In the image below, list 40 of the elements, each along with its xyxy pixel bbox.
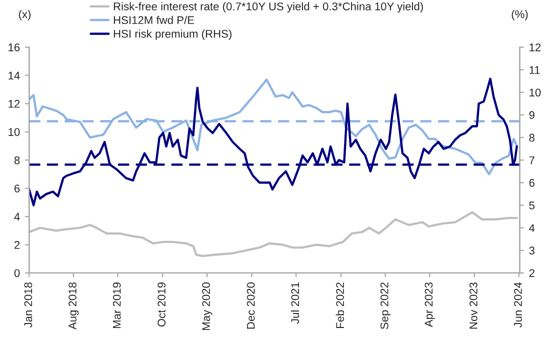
- x-tick-label: Feb 2022: [336, 282, 344, 328]
- x-tick-label: Nov 2023: [470, 282, 478, 329]
- x-tick-label: Apr 2023: [424, 282, 435, 328]
- x-tick-label: Jan 2018: [24, 282, 32, 328]
- x-tick-label: Mar 2019: [112, 282, 121, 328]
- y-tick-label: 8: [14, 156, 20, 164]
- line-series: [29, 78, 518, 206]
- x-tick-label: May 2020: [202, 282, 212, 330]
- y-axis-title: (x): [18, 10, 31, 20]
- y2-tick-label: 12: [530, 43, 541, 52]
- x-tick-label: Jul 2021: [290, 282, 300, 324]
- y-tick-label: 10: [8, 128, 20, 136]
- legend-label: HSI risk premium (RHS): [114, 30, 232, 40]
- x-tick-label: Jun 2024: [514, 282, 522, 328]
- y-tick-label: 6: [14, 184, 20, 192]
- x-tick-label: Aug 2018: [68, 282, 79, 330]
- y2-tick-label: 7: [529, 156, 534, 164]
- y-tick-label: 0: [14, 269, 20, 278]
- x-tick-label: Sep 2022: [380, 282, 391, 330]
- x-tick-label: Dec 2020: [246, 282, 255, 329]
- line-series: [29, 211, 518, 258]
- line-series: [29, 78, 518, 176]
- x-tick-label: Oct 2019: [158, 282, 166, 327]
- y2-tick-label: 5: [529, 202, 534, 210]
- y2-axis-title: (%): [512, 10, 528, 20]
- legend-label: HSI12M fwd P/E: [114, 16, 194, 24]
- y2-tick-label: 11: [530, 66, 540, 74]
- y-tick-label: 14: [8, 72, 20, 80]
- y2-tick-label: 9: [529, 111, 534, 120]
- y2-tick-label: 2: [529, 269, 534, 277]
- y2-tick-label: 3: [529, 246, 534, 255]
- y-tick-label: 4: [14, 212, 20, 221]
- legend-label: Risk-free interest rate (0.7*10Y US yield + 0.3*China 10Y yield): [114, 2, 423, 13]
- y-tick-label: 16: [8, 43, 20, 52]
- y-tick-label: 2: [14, 241, 20, 249]
- y2-tick-label: 6: [529, 178, 534, 187]
- y-tick-label: 12: [8, 100, 20, 108]
- y2-tick-label: 8: [529, 134, 534, 142]
- y2-tick-label: 10: [530, 88, 541, 96]
- y2-tick-label: 4: [529, 224, 535, 232]
